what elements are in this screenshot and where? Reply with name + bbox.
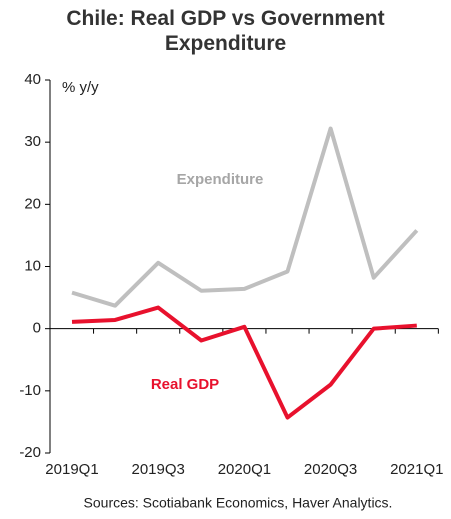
- y-tick-label: 20: [24, 195, 41, 212]
- y-tick-label: -20: [19, 444, 41, 461]
- chart-title: Chile: Real GDP vs Government Expenditur…: [66, 7, 385, 55]
- x-tick-label: 2019Q3: [132, 461, 185, 478]
- x-tick-label: 2020Q3: [304, 461, 357, 478]
- x-tick-label: 2021Q1: [390, 461, 443, 478]
- series-line: [71, 126, 419, 308]
- y-tick-label: -10: [19, 382, 41, 399]
- series-label: Real GDP: [151, 376, 219, 393]
- y-tick-label: 10: [24, 257, 41, 274]
- x-tick-label: 2019Q1: [45, 461, 98, 478]
- y-tick-label: 0: [33, 320, 41, 337]
- y-tick-label: 40: [24, 71, 41, 88]
- y-axis-label: % y/y: [62, 79, 99, 96]
- x-tick-label: 2020Q1: [218, 461, 271, 478]
- series-line: [71, 305, 417, 420]
- source: Sources: Scotiabank Economics, Haver Ana…: [84, 495, 393, 511]
- series-label: Expenditure: [177, 171, 264, 188]
- y-tick-label: 30: [24, 133, 41, 150]
